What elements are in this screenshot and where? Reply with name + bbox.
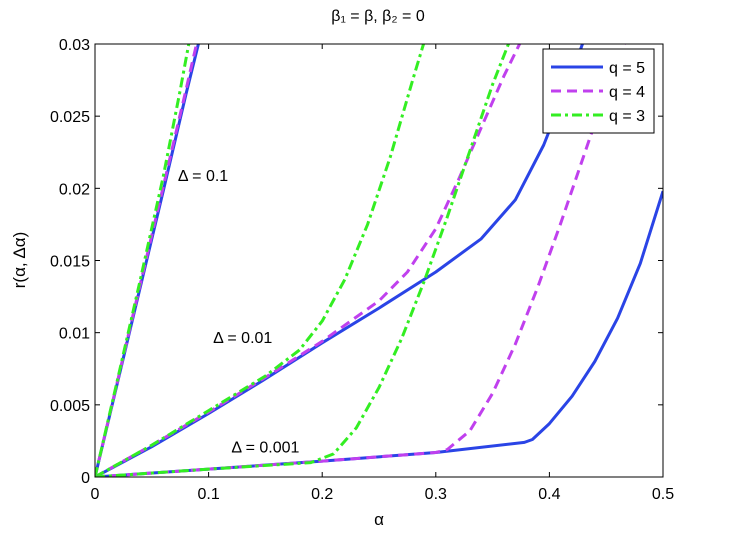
curve-annotation: Δ = 0.1 — [178, 168, 228, 185]
legend: q = 5 q = 4 q = 3 — [542, 48, 655, 134]
ticks-layer: 0 0.1 0.2 0.3 0.4 0.5 0 0.005 0.01 0.015 0.02 0.025… — [50, 37, 674, 503]
y-tick-label: 0.025 — [50, 109, 90, 126]
series-line — [95, 44, 199, 477]
series-line — [95, 44, 426, 477]
y-tick-label: 0.015 — [50, 254, 90, 271]
series-line — [95, 44, 585, 477]
x-tick-label: 0.4 — [538, 486, 560, 503]
series-layer — [95, 44, 663, 477]
series-line — [95, 190, 663, 477]
y-tick-label: 0.03 — [59, 37, 90, 54]
x-tick-label: 0.3 — [425, 486, 447, 503]
x-tick-label: 0.5 — [652, 486, 674, 503]
y-axis-label: r(α, Δα) — [10, 232, 29, 289]
x-axis-label: α — [374, 510, 384, 529]
legend-label: q = 4 — [609, 84, 645, 101]
y-tick-label: 0.02 — [59, 181, 90, 198]
legend-label: q = 3 — [609, 108, 645, 125]
legend-label: q = 5 — [609, 60, 645, 77]
series-line — [95, 44, 511, 477]
x-tick-label: 0.2 — [311, 486, 333, 503]
series-line — [95, 44, 626, 477]
chart-title: β₁ = β, β₂ = 0 — [331, 8, 425, 25]
series-line — [95, 44, 191, 477]
series-line — [95, 44, 522, 477]
y-tick-label: 0.01 — [59, 326, 90, 343]
annotations-layer: Δ = 0.1 Δ = 0.01 Δ = 0.001 — [178, 168, 300, 456]
curve-annotation: Δ = 0.001 — [231, 439, 299, 456]
y-tick-label: 0.005 — [50, 398, 90, 415]
x-tick-label: 0.1 — [197, 486, 219, 503]
x-tick-label: 0 — [91, 486, 100, 503]
y-tick-label: 0 — [81, 470, 90, 487]
curve-annotation: Δ = 0.01 — [213, 330, 272, 347]
legend-box — [542, 48, 655, 134]
